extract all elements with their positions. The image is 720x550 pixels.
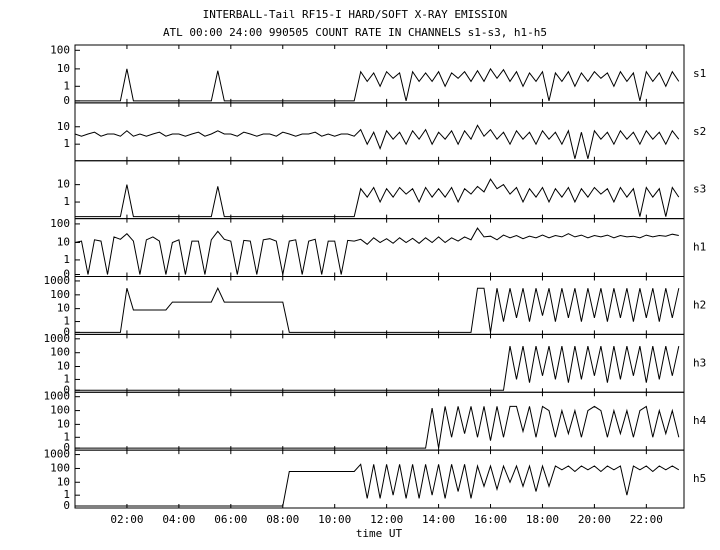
y-tick-label: 1 (63, 79, 70, 92)
y-tick-label: 1 (63, 253, 70, 266)
y-tick-label: 0 (63, 325, 70, 338)
x-tick-label: 12:00 (370, 513, 403, 526)
y-tick-label: 0 (63, 441, 70, 454)
y-tick-label: 10 (57, 236, 70, 249)
y-tick-label: 10 (57, 475, 70, 488)
panel-frame (74, 102, 685, 162)
series-line (74, 124, 680, 159)
y-tick-label: 1 (63, 430, 70, 443)
y-tick-label: 0 (63, 383, 70, 396)
panel-frame (74, 391, 685, 451)
x-tick-label: 10:00 (318, 513, 351, 526)
y-tick-label: 10 (57, 62, 70, 75)
series-line (75, 463, 680, 507)
x-tick-label: 08:00 (266, 513, 299, 526)
chart-subtitle: ATL 00:00 24:00 990505 COUNT RATE IN CHA… (163, 26, 547, 39)
y-tick-label: 10 (57, 417, 70, 430)
panel-label: h3 (693, 356, 706, 369)
y-tick-label: 10 (57, 360, 70, 373)
panel-label: s3 (693, 183, 706, 196)
x-tick-label: 14:00 (422, 513, 455, 526)
y-tick-label: 1 (63, 488, 70, 501)
panel-frame (74, 333, 685, 393)
y-tick-label: 10 (57, 120, 70, 133)
series-line (75, 345, 680, 391)
y-tick-label: 1000 (44, 332, 71, 345)
y-tick-label: 100 (50, 217, 70, 230)
series-line (74, 227, 679, 275)
y-tick-label: 100 (50, 288, 70, 301)
chart-title: INTERBALL-Tail RF15-I HARD/SOFT X-RAY EM… (203, 8, 508, 21)
x-tick-label: 06:00 (214, 513, 247, 526)
panel-label: s2 (693, 125, 706, 138)
series-line (75, 178, 680, 218)
panel-label: h5 (693, 472, 706, 485)
panel-frame (74, 276, 685, 335)
x-tick-label: 22:00 (630, 513, 663, 526)
y-tick-label: 1 (63, 315, 70, 328)
y-tick-label: 100 (50, 43, 70, 56)
y-tick-label: 1 (63, 195, 70, 208)
series-line (75, 287, 680, 333)
panel-label: h4 (693, 414, 707, 427)
panel-frame (74, 449, 685, 509)
y-tick-label: 1 (63, 372, 70, 385)
series-line (75, 67, 680, 102)
x-tick-label: 02:00 (110, 513, 143, 526)
y-tick-label: 0 (63, 499, 70, 512)
y-tick-label: 0 (63, 268, 70, 281)
x-tick-label: 04:00 (162, 513, 195, 526)
panel-label: h1 (693, 241, 706, 254)
y-tick-label: 100 (50, 461, 70, 474)
y-tick-label: 1000 (44, 390, 71, 403)
panel-label: s1 (693, 67, 706, 80)
y-tick-label: 1 (63, 137, 70, 150)
x-tick-label: 18:00 (526, 513, 559, 526)
y-tick-label: 1000 (44, 274, 71, 287)
x-tick-label: 16:00 (474, 513, 507, 526)
y-tick-label: 10 (57, 178, 70, 191)
panel-frame (74, 218, 685, 277)
x-axis-label: time UT (356, 527, 403, 540)
x-tick-label: 20:00 (578, 513, 611, 526)
series-line (75, 405, 680, 449)
y-tick-label: 0 (63, 94, 70, 107)
y-tick-label: 10 (57, 302, 70, 315)
y-tick-label: 1000 (44, 448, 71, 461)
y-tick-label: 100 (50, 404, 70, 417)
panel-label: h2 (693, 298, 706, 311)
y-tick-label: 100 (50, 346, 70, 359)
